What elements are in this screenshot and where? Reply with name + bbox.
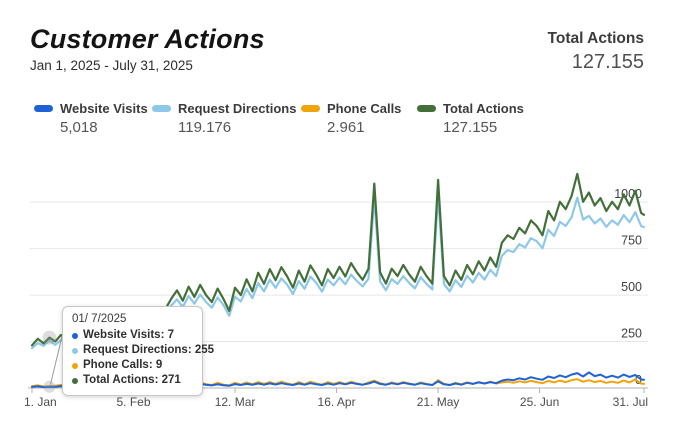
total-actions-summary: Total Actions 127.155 — [548, 30, 644, 74]
hover-halo — [42, 330, 57, 345]
legend-item-website-visits[interactable]: Website Visits 5,018 — [34, 101, 148, 136]
x-axis-label: 5. Feb — [117, 395, 151, 409]
x-axis-label: 31. Jul — [613, 395, 648, 409]
legend-label: Total Actions — [443, 101, 524, 116]
legend-item-total-actions[interactable]: Total Actions 127.155 — [417, 101, 524, 136]
website-visits-dot-icon — [72, 332, 78, 339]
x-axis-label: 16. Apr — [318, 395, 356, 409]
request-directions-dot-icon — [72, 347, 78, 354]
total-actions-label: Total Actions — [547, 30, 644, 47]
legend-value: 119.176 — [178, 119, 232, 136]
tooltip-row-total-actions: Total Actions: 271 — [72, 373, 193, 388]
legend-label: Phone Calls — [327, 101, 402, 116]
hover-halo — [43, 380, 56, 393]
total-actions-dot-icon — [72, 377, 78, 384]
request-directions-swatch-icon — [152, 105, 171, 112]
phone-calls-swatch-icon — [301, 105, 320, 112]
total-actions-swatch-icon — [417, 105, 436, 112]
x-axis-label: 21. May — [417, 395, 460, 409]
page-title: Customer Actions — [30, 24, 265, 54]
legend-label: Website Visits — [60, 101, 148, 116]
legend: Website Visits 5,018 Request Directions … — [0, 101, 680, 137]
tooltip-row-website-visits: Website Visits: 7 — [72, 328, 193, 343]
tooltip-row-request-directions: Request Directions: 255 — [72, 343, 214, 358]
date-range: Jan 1, 2025 - July 31, 2025 — [30, 58, 193, 73]
y-axis-label: 750 — [621, 234, 642, 248]
legend-value: 5,018 — [60, 119, 98, 136]
legend-value: 127.155 — [443, 119, 498, 136]
x-axis-label: 25. Jun — [520, 395, 559, 409]
tooltip-date: 01/ 7/2025 — [72, 313, 127, 325]
website-visits-swatch-icon — [34, 105, 53, 112]
legend-value: 2.961 — [327, 119, 365, 136]
legend-item-phone-calls[interactable]: Phone Calls 2.961 — [301, 101, 401, 136]
legend-item-request-directions[interactable]: Request Directions 119.176 — [152, 101, 296, 136]
phone-calls-dot-icon — [72, 362, 78, 369]
legend-label: Request Directions — [178, 101, 297, 116]
x-axis-label: 1. Jan — [24, 395, 57, 409]
y-axis-label: 250 — [621, 327, 642, 341]
tooltip-row-phone-calls: Phone Calls: 9 — [72, 358, 193, 373]
total-actions-value: 127.155 — [571, 51, 644, 73]
y-axis-label: 500 — [621, 280, 642, 294]
hover-tooltip: 01/ 7/2025 Website Visits: 7 Request Dir… — [62, 306, 214, 396]
x-axis-label: 12. Mar — [215, 395, 256, 409]
y-axis-label: 0 — [635, 373, 642, 387]
